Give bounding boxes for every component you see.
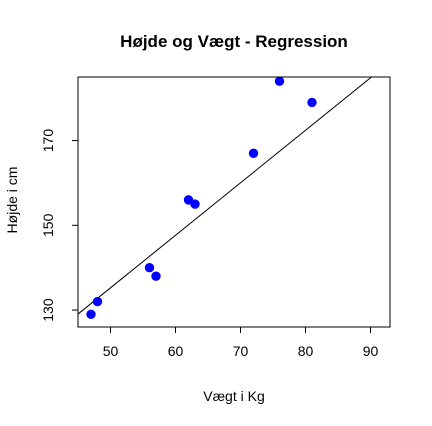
data-point-3	[144, 262, 155, 273]
y-axis-label: Højde i cm	[4, 167, 20, 234]
data-point-2	[92, 296, 103, 307]
plot-frame	[77, 76, 391, 328]
data-point-9	[307, 97, 317, 108]
data-point-8	[274, 77, 285, 86]
data-point-10	[373, 43, 381, 51]
y-tick-label-130: 130	[40, 298, 56, 322]
data-point-5	[183, 195, 194, 205]
x-tick-label-50: 50	[103, 343, 119, 359]
x-axis-label: Vægt i Kg	[203, 388, 264, 404]
regression-line	[78, 77, 373, 315]
data-point-1	[86, 309, 96, 319]
y-tick-label-170: 170	[40, 129, 56, 153]
chart-title: Højde og Vægt - Regression	[120, 32, 348, 51]
data-point-7	[248, 148, 259, 158]
plot-area-group	[78, 43, 381, 319]
x-tick-label-80: 80	[298, 343, 314, 359]
axes-group: 50 60 70 80 90 130 150 170	[40, 129, 378, 359]
x-tick-label-70: 70	[233, 343, 249, 359]
y-tick-label-150: 150	[40, 213, 56, 237]
x-tick-label-90: 90	[363, 343, 379, 359]
x-tick-label-60: 60	[168, 343, 184, 359]
data-point-6	[190, 199, 200, 209]
data-point-4	[151, 271, 161, 281]
